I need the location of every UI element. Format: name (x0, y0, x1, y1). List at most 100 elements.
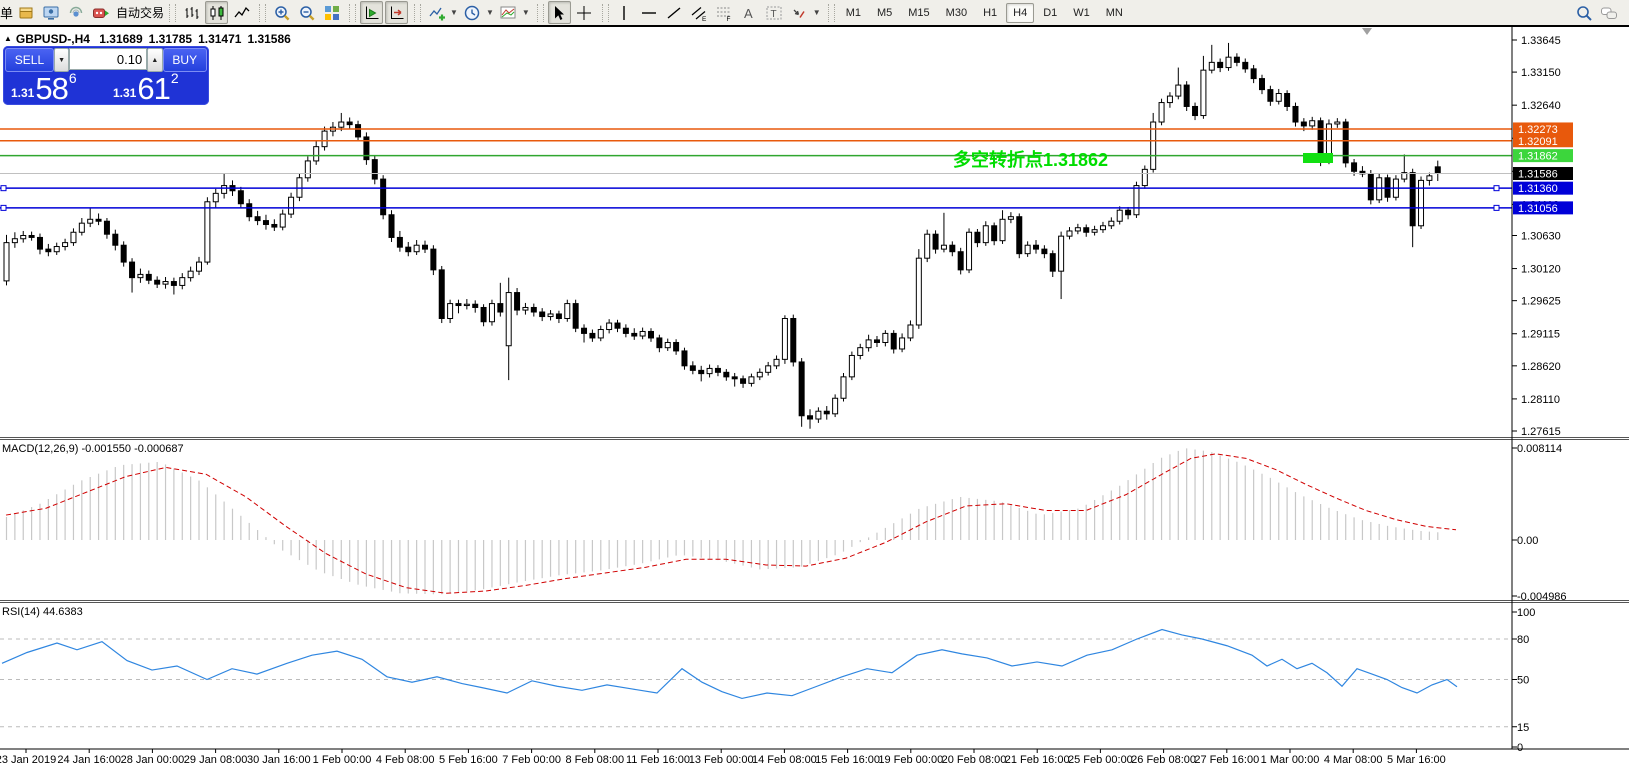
horizontal-line-icon[interactable] (638, 1, 661, 24)
candle (514, 292, 521, 311)
panel-divider[interactable] (0, 600, 1629, 601)
timeframe-m30-button[interactable]: M30 (945, 6, 968, 19)
chart-shift-marker[interactable] (1362, 28, 1372, 35)
price-badge-1.31862: 1.31862 (1513, 149, 1573, 163)
svg-text:T: T (771, 9, 777, 20)
bar-chart-icon[interactable] (180, 1, 203, 24)
panel-divider[interactable] (0, 439, 1629, 440)
panel-divider[interactable] (0, 437, 1629, 438)
candle (1192, 105, 1199, 117)
timeframe-h1-button[interactable]: H1 (983, 6, 998, 19)
svg-text:1.31862: 1.31862 (1518, 151, 1558, 163)
line-handle[interactable] (1493, 204, 1500, 211)
candle (1141, 168, 1148, 187)
candle (154, 279, 161, 285)
timeframe-m1-button[interactable]: M1 (845, 6, 861, 19)
candle (1049, 253, 1056, 272)
timeframe-m5-button[interactable]: M5 (876, 6, 893, 19)
rsi-tick-label: 15 (1517, 722, 1529, 734)
dropdown-arrow-icon[interactable]: ▼ (521, 8, 530, 17)
candle (832, 397, 839, 415)
price-badge-1.32091: 1.32091 (1513, 134, 1573, 148)
signals-icon[interactable] (64, 1, 87, 24)
toolbar-grip (601, 3, 609, 22)
panel-divider[interactable] (0, 602, 1629, 603)
candle (1208, 61, 1215, 71)
arrows-icon[interactable] (788, 1, 811, 24)
collapse-panel-icon[interactable]: ▲ (4, 34, 12, 43)
zoom-in-icon[interactable] (270, 1, 293, 24)
dropdown-arrow-icon[interactable]: ▼ (450, 8, 458, 17)
buy-button[interactable]: BUY (162, 48, 207, 72)
price-axis[interactable]: 1.336451.331501.326401.321301.316201.311… (1512, 35, 1561, 438)
candle (413, 244, 420, 253)
candle (940, 244, 947, 250)
rsi-tick-label: 0 (1517, 742, 1523, 754)
timeframe-d1-button[interactable]: D1 (1043, 6, 1058, 19)
tile-windows-icon[interactable] (320, 1, 343, 24)
line-handle[interactable] (0, 185, 7, 192)
fibonacci-icon[interactable]: F (713, 1, 736, 24)
timeframe-m15-button[interactable]: M15 (908, 6, 930, 19)
line-handle[interactable] (1493, 185, 1500, 192)
buy-price-big: 61 (137, 71, 170, 106)
dropdown-arrow-icon[interactable]: ▼ (812, 8, 821, 17)
candles-layer (3, 42, 1441, 429)
price-badge-1.31056: 1.31056 (1513, 201, 1573, 215)
metaeditor-icon[interactable] (39, 1, 62, 24)
text-label-icon[interactable]: T (763, 1, 786, 24)
clipped-new-order-button[interactable]: 单 (0, 6, 13, 21)
candle (606, 322, 613, 331)
candle (530, 306, 537, 313)
volume-input[interactable] (69, 48, 148, 70)
time-axis[interactable]: 23 Jan 2019 24 Jan 16:00 28 Jan 00:00 29 Ja… (0, 749, 1446, 766)
trendline-icon[interactable] (663, 1, 686, 24)
sell-price-display[interactable]: 1.31 58 6 (11, 70, 106, 104)
time-tick-label: 4 Feb 08:00 (376, 754, 435, 766)
vertical-line-icon[interactable] (613, 1, 636, 24)
time-tick-label: 28 Jan 00:00 (121, 754, 185, 766)
candle (1158, 102, 1165, 123)
zoom-out-icon[interactable] (295, 1, 318, 24)
candle (488, 303, 495, 323)
crosshair-icon[interactable] (573, 1, 596, 24)
volume-increase-button[interactable]: ▲ (147, 48, 163, 72)
timeframe-h4-button[interactable]: H4 (1006, 2, 1035, 23)
rsi-label: RSI(14) 44.6383 (2, 606, 83, 618)
green-highlight-box[interactable] (1303, 153, 1333, 163)
candle (355, 124, 362, 138)
dropdown-arrow-icon[interactable]: ▼ (485, 8, 494, 17)
auto-scroll-icon[interactable] (360, 1, 384, 24)
line-handle[interactable] (0, 204, 7, 211)
candle (288, 196, 295, 215)
cursor-icon[interactable] (547, 1, 571, 24)
candle (815, 410, 822, 420)
indicators-icon[interactable] (425, 1, 448, 24)
autotrading-label[interactable]: 自动交易 (116, 6, 165, 20)
equidistant-channel-icon[interactable]: E (688, 1, 711, 24)
timeframe-mn-button[interactable]: MN (1105, 6, 1123, 19)
rsi-axis[interactable]: 100 80 50 15 0 (1512, 607, 1535, 754)
templates-icon[interactable] (497, 1, 520, 24)
candle (1183, 84, 1190, 107)
sell-button[interactable]: SELL (5, 48, 54, 72)
volume-decrease-button[interactable]: ▼ (53, 48, 70, 72)
periods-icon[interactable] (461, 1, 484, 24)
text-icon[interactable]: A (738, 1, 761, 24)
timeframe-w1-button[interactable]: W1 (1073, 6, 1090, 19)
candle (982, 225, 989, 244)
candle (748, 376, 755, 384)
chart-shift-icon[interactable] (385, 1, 409, 24)
buy-price-display[interactable]: 1.31 61 2 (113, 70, 208, 106)
candlestick-icon[interactable] (205, 1, 229, 24)
line-chart-icon[interactable] (230, 1, 253, 24)
new-order-icon[interactable] (14, 1, 37, 24)
annotation-text[interactable]: 多空转折点1.31862 (953, 149, 1108, 170)
candle (924, 233, 931, 259)
search-icon[interactable] (1572, 1, 1595, 24)
candle (723, 371, 730, 378)
macd-axis[interactable]: 0.008114 0.00 -0.004986 (1512, 443, 1567, 603)
autotrading-icon[interactable] (89, 1, 112, 24)
chat-icon[interactable] (1597, 1, 1620, 24)
